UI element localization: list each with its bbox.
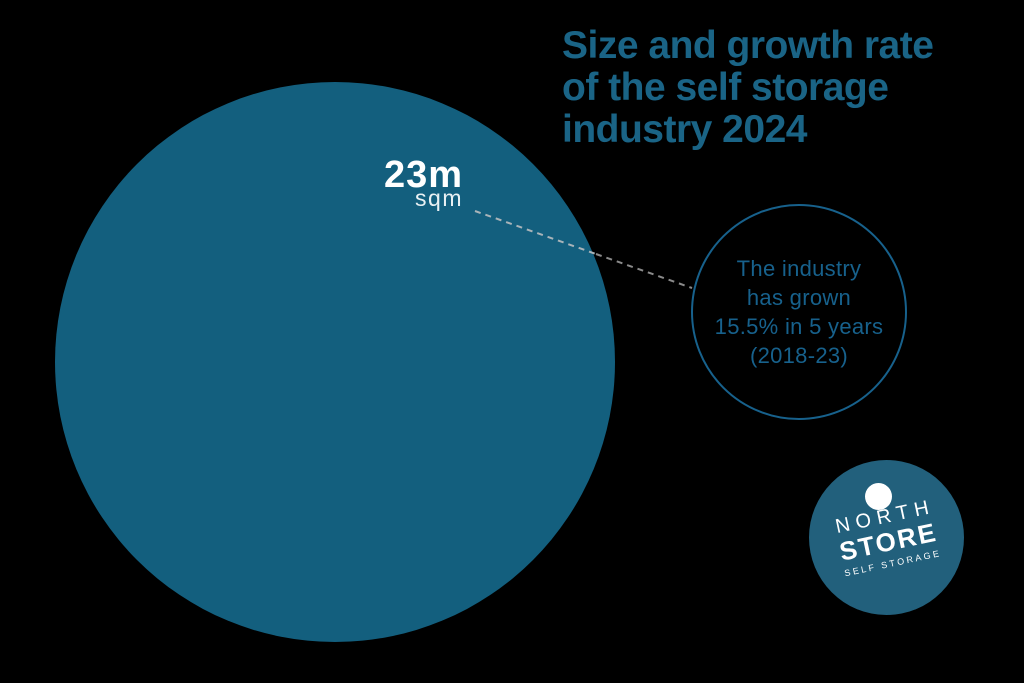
annotation-line: has grown xyxy=(746,285,852,310)
annotation-line: (2018-23) xyxy=(749,343,849,368)
connector-segment-on-background xyxy=(595,253,693,289)
annotation-line: The industry xyxy=(736,256,862,281)
chart-title-line: of the self storage xyxy=(562,66,889,109)
industry-size-bubble xyxy=(55,82,615,642)
bubble-value: 23m xyxy=(383,154,463,196)
chart-title-line: industry 2024 xyxy=(562,108,807,151)
logo-tag-hole-dot xyxy=(865,483,892,510)
logo-text: NORTH STORE SELF STORAGE xyxy=(804,491,969,586)
bubble-label: 23m sqm xyxy=(350,156,463,210)
annotation-line: 15.5% in 5 years xyxy=(714,314,884,339)
bubble-unit: sqm xyxy=(415,185,463,211)
northstore-logo: NORTH STORE SELF STORAGE xyxy=(809,460,964,615)
chart-title: Size and growth rate of the self storage… xyxy=(562,24,934,151)
growth-annotation-circle: The industry has grown 15.5% in 5 years … xyxy=(691,204,907,420)
chart-title-line: Size and growth rate xyxy=(562,24,934,67)
